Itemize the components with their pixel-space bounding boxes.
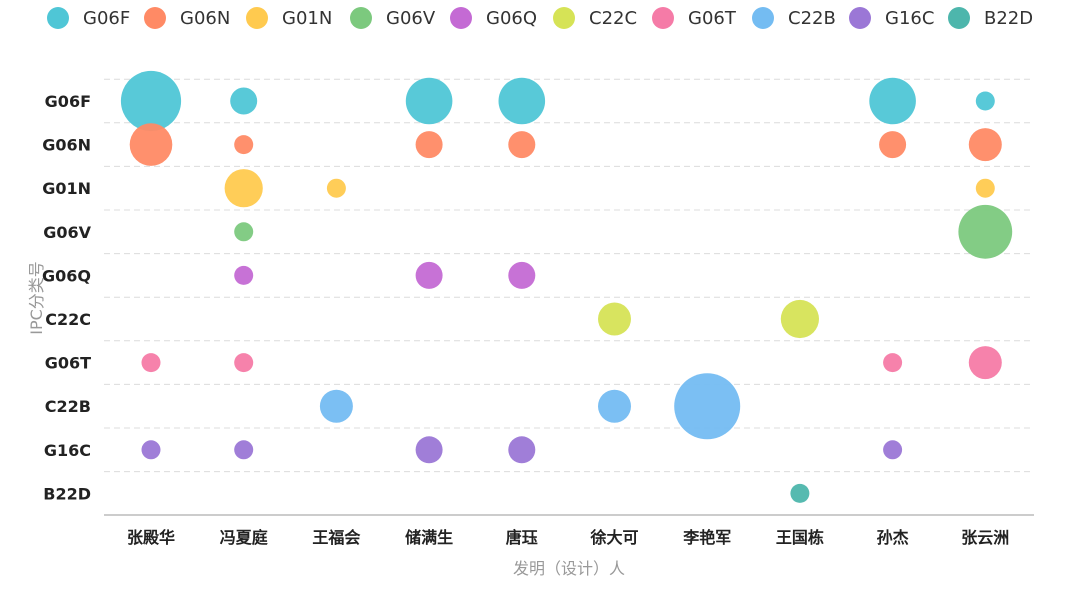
x-tick-label: 徐大可 — [589, 528, 638, 547]
legend-marker — [47, 7, 69, 29]
bubble-g06n — [415, 131, 443, 159]
legend-marker — [849, 7, 871, 29]
bubble-g06q — [415, 261, 443, 289]
legend-label: C22B — [788, 7, 836, 29]
legend-item-g06q[interactable]: G06Q — [450, 6, 537, 30]
legend-item-g06f[interactable]: G06F — [47, 6, 130, 30]
legend-label: G06V — [386, 7, 436, 29]
bubble-g06v — [234, 222, 254, 242]
legend-label: B22D — [984, 7, 1034, 29]
legend-marker — [948, 7, 970, 29]
x-tick-label: 冯夏庭 — [220, 528, 268, 547]
y-tick-label: C22B — [45, 397, 91, 416]
legend-label: G06T — [688, 7, 736, 29]
legend-item-g06n[interactable]: G06N — [144, 6, 230, 30]
legend-marker — [144, 7, 166, 29]
legend-marker — [450, 7, 472, 29]
bubble-g06t — [234, 353, 254, 373]
y-tick-label: G01N — [42, 179, 91, 198]
bubble-c22c — [780, 299, 820, 339]
bubble-g01n — [224, 169, 263, 208]
legend-item-b22d[interactable]: B22D — [948, 6, 1033, 30]
legend-item-c22c[interactable]: C22C — [553, 6, 637, 30]
legend-item-c22b[interactable]: C22B — [752, 6, 836, 30]
bubble-g06n — [508, 131, 536, 159]
x-tick-label: 张殿华 — [127, 528, 175, 547]
legend-item-g16c[interactable]: G16C — [849, 6, 934, 30]
bubble-g01n — [326, 178, 346, 198]
y-tick-label: G06F — [45, 92, 91, 111]
legend-label: C22C — [589, 7, 638, 29]
bubble-g16c — [883, 440, 903, 460]
bubble-g06q — [234, 265, 254, 285]
legend-item-g01n[interactable]: G01N — [246, 6, 332, 30]
bubble-g06f — [230, 87, 258, 115]
bubble-g16c — [141, 440, 161, 460]
x-tick-label: 张云洲 — [961, 528, 1009, 547]
bubble-b22d — [790, 483, 810, 503]
legend-label: G01N — [282, 7, 333, 29]
legend-marker — [752, 7, 774, 29]
bubble-g06t — [968, 346, 1002, 380]
chart-legend: G06F G06N G01N G06V G06Q C22C G06T C22B G16C B22D — [0, 0, 1080, 34]
y-tick-label: G06Q — [42, 266, 91, 285]
x-axis-title: 发明（设计）人 — [513, 559, 625, 578]
legend-marker — [553, 7, 575, 29]
bubble-c22b — [319, 389, 353, 423]
bubble-c22b — [674, 373, 741, 440]
bubble-g06n — [234, 135, 254, 155]
y-tick-label: G06T — [45, 354, 91, 373]
x-tick-label: 王福会 — [312, 528, 360, 547]
bubble-g06n — [129, 123, 173, 166]
x-tick-label: 孙杰 — [877, 528, 909, 547]
x-tick-label: 王国栋 — [776, 528, 824, 547]
legend-marker — [246, 7, 268, 29]
x-tick-label: 储满生 — [404, 528, 453, 547]
bubble-g06v — [958, 204, 1013, 259]
y-tick-label: G06N — [42, 136, 91, 155]
y-axis-title: IPC分类号 — [27, 261, 46, 335]
bubble-g06t — [141, 353, 161, 373]
y-tick-label: B22D — [43, 484, 91, 503]
bubble-g06n — [968, 128, 1002, 162]
y-tick-label: G16C — [44, 441, 91, 460]
bubble-c22b — [598, 389, 631, 423]
y-tick-label: C22C — [45, 310, 91, 329]
legend-label: G06Q — [486, 7, 538, 29]
x-tick-label: 李艳军 — [682, 528, 731, 547]
bubble-g06t — [883, 353, 903, 373]
bubble-g06n — [879, 131, 907, 159]
bubble-g01n — [975, 178, 995, 198]
legend-item-g06v[interactable]: G06V — [350, 6, 435, 30]
bubble-g06f — [405, 77, 453, 125]
bubble-c22c — [598, 302, 631, 336]
bubble-g06q — [508, 261, 536, 289]
legend-marker — [350, 7, 372, 29]
bubble-g06f — [120, 70, 182, 132]
bubble-g16c — [508, 436, 536, 464]
legend-label: G16C — [885, 7, 935, 29]
bubble-g06f — [498, 77, 546, 125]
legend-label: G06F — [83, 7, 131, 29]
bubble-g06f — [975, 91, 995, 111]
x-tick-label: 唐珏 — [506, 528, 538, 547]
legend-marker — [652, 7, 674, 29]
y-tick-label: G06V — [43, 223, 91, 242]
bubble-g06f — [869, 77, 916, 125]
bubble-g16c — [415, 436, 443, 464]
bubble-g16c — [234, 440, 254, 460]
legend-item-g06t[interactable]: G06T — [652, 6, 736, 30]
legend-label: G06N — [180, 7, 231, 29]
